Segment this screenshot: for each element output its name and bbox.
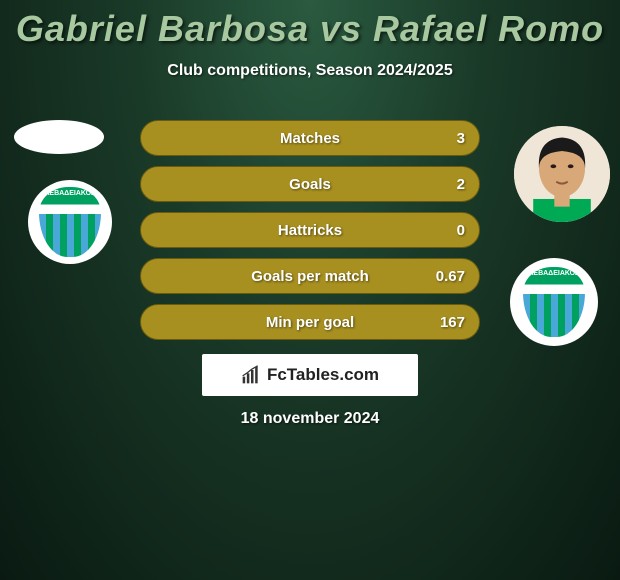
stat-row: Goals 2 [140,166,480,202]
stat-label: Hattricks [278,222,342,239]
stat-row: Matches 3 [140,120,480,156]
stat-right-value: 167 [440,314,465,331]
page-subtitle: Club competitions, Season 2024/2025 [0,62,620,80]
stat-label: Matches [280,130,340,147]
stat-right-value: 2 [457,176,465,193]
page-title: Gabriel Barbosa vs Rafael Romo [0,0,620,50]
date-text: 18 november 2024 [0,410,620,428]
branding-text: FcTables.com [267,365,379,385]
stats-area: Matches 3 Goals 2 Hattricks 0 Goals per … [0,120,620,350]
stat-label: Goals [289,176,331,193]
stat-right-value: 0 [457,222,465,239]
chart-icon [241,365,261,385]
branding-badge: FcTables.com [202,354,418,396]
stat-label: Min per goal [266,314,354,331]
stat-row: Min per goal 167 [140,304,480,340]
stat-label: Goals per match [251,268,369,285]
stat-right-value: 0.67 [436,268,465,285]
stat-right-value: 3 [457,130,465,147]
stat-row: Goals per match 0.67 [140,258,480,294]
stat-row: Hattricks 0 [140,212,480,248]
